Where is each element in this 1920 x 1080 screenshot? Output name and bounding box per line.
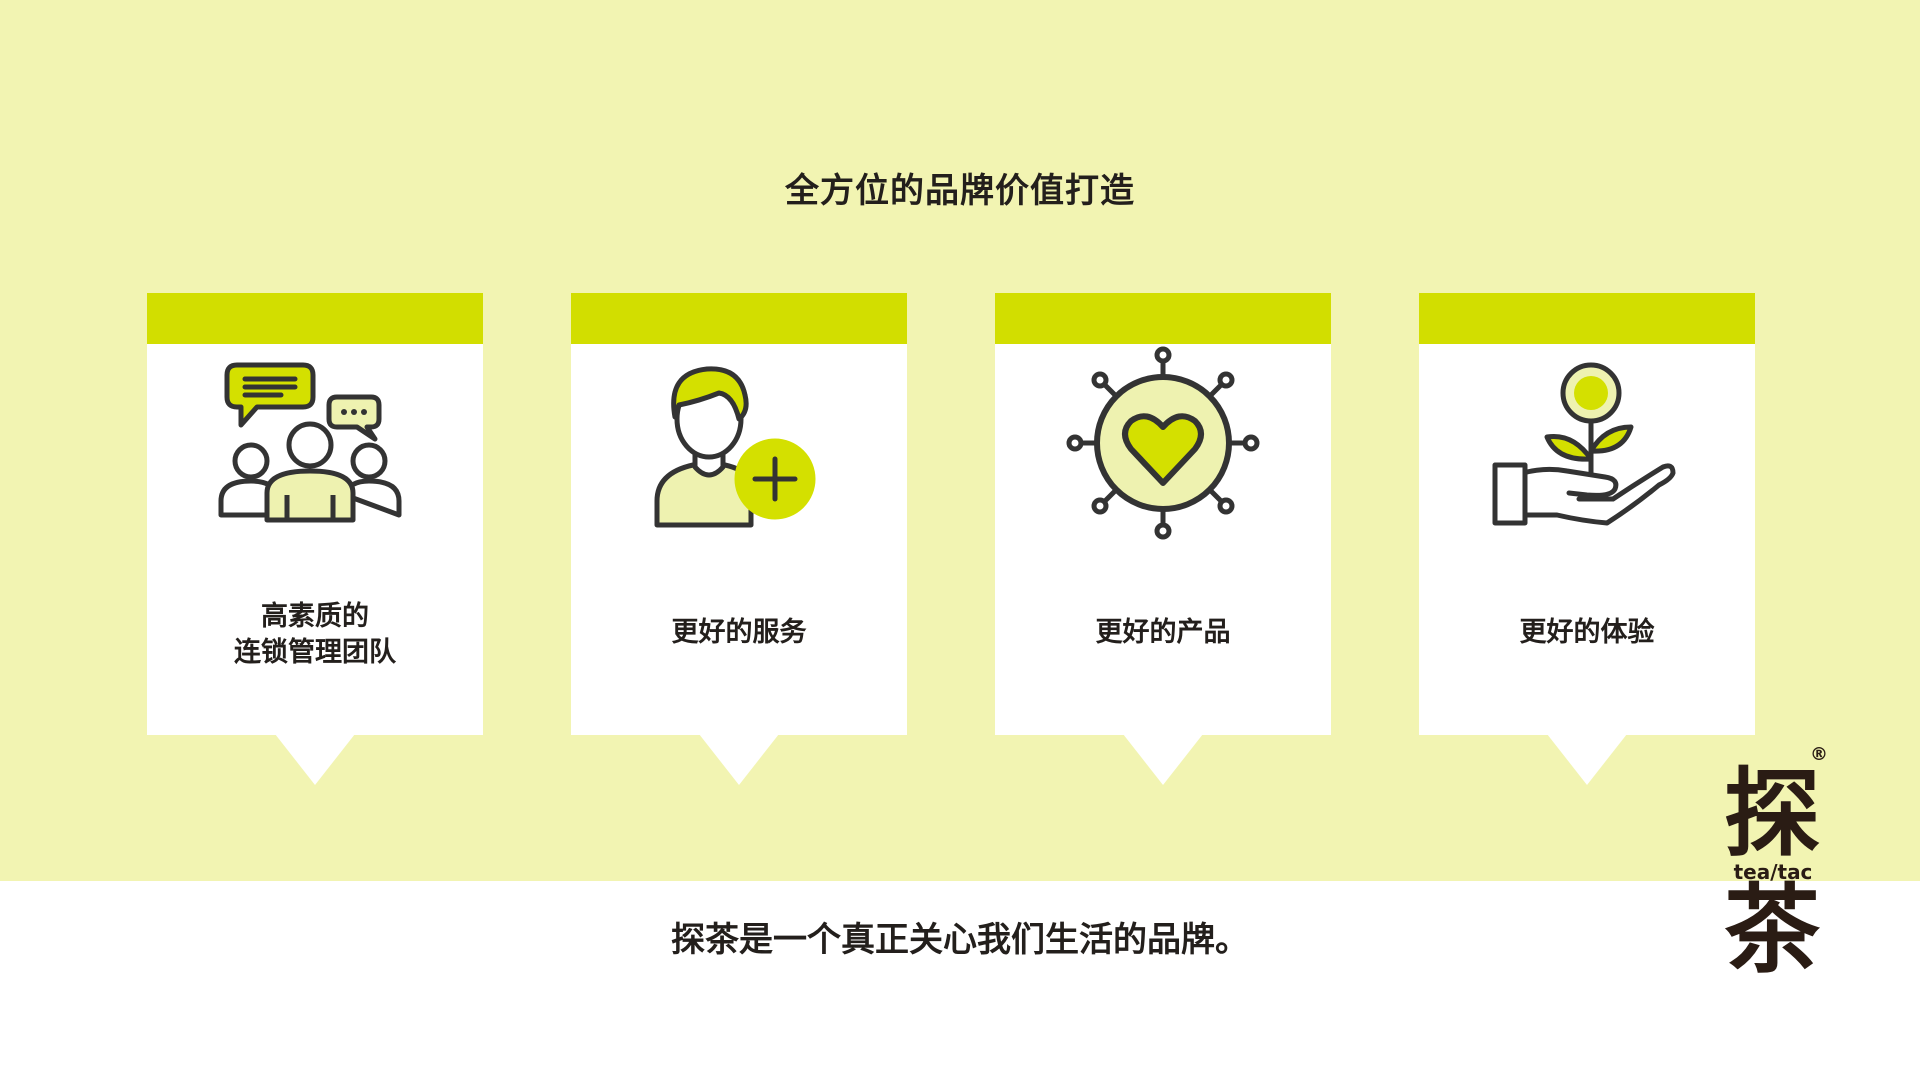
- page-title: 全方位的品牌价值打造: [785, 171, 1135, 211]
- hand-plant-icon: [1492, 362, 1676, 526]
- card-top-bar: [571, 293, 907, 344]
- value-card-team: 高素质的 连锁管理团队: [147, 293, 483, 785]
- brand-tagline: 探茶是一个真正关心我们生活的品牌。: [671, 920, 1249, 960]
- card-label: 更好的服务: [571, 615, 907, 651]
- card-top-bar: [1419, 293, 1755, 344]
- person-add-icon: [654, 366, 816, 528]
- logo-mark-bottom: 茶: [1724, 873, 1820, 986]
- value-card-product: 更好的产品: [995, 293, 1331, 785]
- brand-logo: ® 探 tea/tac 茶: [1722, 744, 1832, 980]
- card-pointer: [275, 734, 355, 785]
- card-pointer: [699, 734, 779, 785]
- card-label-line: 连锁管理团队: [234, 637, 396, 668]
- card-label-line: 高素质的: [261, 601, 369, 632]
- card-label: 高素质的 连锁管理团队: [147, 599, 483, 671]
- logo-wordmark: tea/tac: [1733, 860, 1813, 884]
- card-label-line: 更好的服务: [671, 617, 807, 648]
- card-top-bar: [147, 293, 483, 344]
- value-card-service: 更好的服务: [571, 293, 907, 785]
- card-pointer: [1547, 734, 1627, 785]
- card-label: 更好的产品: [995, 615, 1331, 651]
- team-chat-icon: [218, 362, 402, 523]
- value-card-experience: 更好的体验: [1419, 293, 1755, 785]
- card-pointer: [1123, 734, 1203, 785]
- card-label: 更好的体验: [1419, 615, 1755, 651]
- logo-mark-top: 探: [1724, 757, 1820, 870]
- card-label-line: 更好的产品: [1095, 617, 1231, 648]
- card-label-line: 更好的体验: [1519, 617, 1655, 648]
- heart-sun-icon: [1066, 346, 1260, 540]
- card-top-bar: [995, 293, 1331, 344]
- registered-mark: ®: [1810, 744, 1828, 765]
